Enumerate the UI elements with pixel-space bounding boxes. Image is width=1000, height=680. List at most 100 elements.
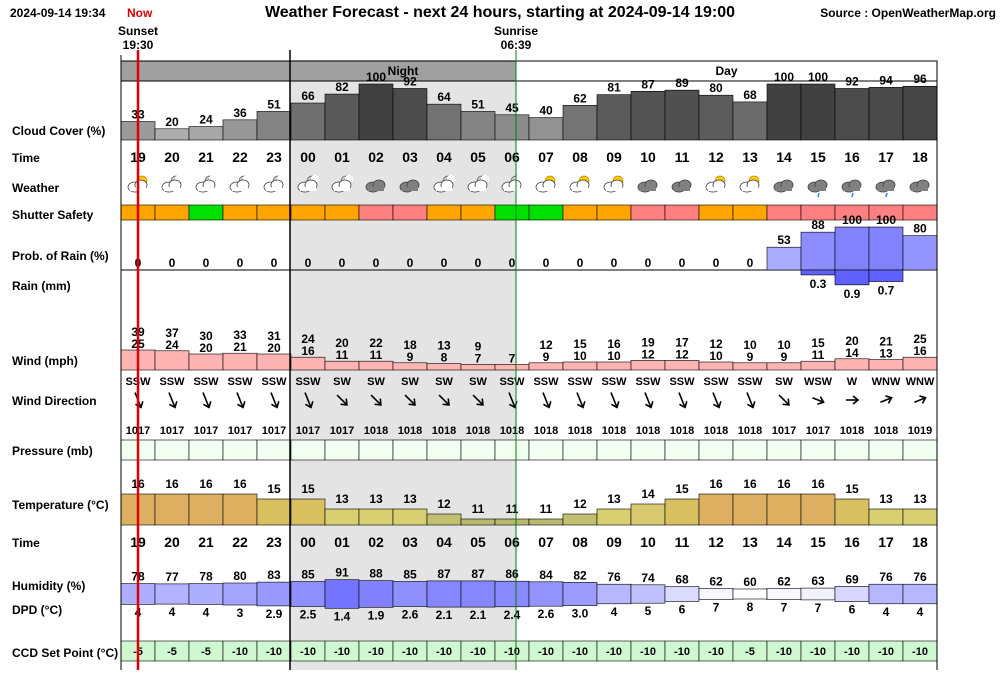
humidity-bar: [154, 583, 190, 605]
dpd-value: 4: [203, 605, 210, 619]
ccd-value: -10: [266, 646, 282, 658]
wind-direction-label: SSW: [193, 376, 219, 388]
dpd-value: 4: [611, 605, 618, 619]
time-label-2: 17: [878, 534, 894, 550]
cloud-value: 87: [641, 77, 655, 91]
wind-arrow-icon: [336, 394, 348, 406]
pressure-value: 1018: [568, 425, 592, 437]
temperature-value: 13: [607, 492, 621, 506]
shutter-cell-red: [766, 204, 802, 221]
time-label: 10: [640, 149, 656, 165]
ccd-value: -10: [606, 646, 622, 658]
wind-bar: [222, 352, 258, 371]
wind-direction-label: SSW: [567, 376, 593, 388]
time-label-2: 18: [912, 534, 928, 550]
humidity-bar: [698, 588, 734, 600]
pressure-cell: [426, 439, 462, 461]
dpd-value: 2.1: [436, 608, 453, 622]
shutter-cell-amber: [698, 204, 734, 221]
pressure-cell: [392, 439, 428, 461]
cloud-bar: [800, 83, 836, 141]
pressure-value: 1018: [534, 425, 558, 437]
dpd-value: 7: [781, 601, 788, 615]
partly-cloudy-moon-icon: [195, 175, 217, 193]
shutter-cell-red: [664, 204, 700, 221]
wind-gust-value: 17: [675, 335, 689, 349]
temperature-bar: [290, 498, 326, 526]
humidity-bar: [494, 580, 530, 608]
pressure-cell: [698, 439, 734, 461]
ccd-value: -10: [232, 646, 248, 658]
humidity-bar: [766, 588, 802, 600]
shutter-cell-amber: [732, 204, 768, 221]
wind-bar: [868, 359, 904, 371]
cloud-bar: [324, 93, 360, 141]
page-title: Weather Forecast - next 24 hours, starti…: [264, 4, 736, 21]
prob-rain-value: 0: [543, 256, 550, 270]
temperature-bar: [494, 518, 530, 526]
wind-gust-value: 22: [369, 336, 383, 350]
time-label-2: 16: [844, 534, 860, 550]
humidity-bar: [732, 588, 768, 600]
wind-speed-value: 16: [301, 344, 315, 358]
prob-rain-bar: [902, 235, 938, 271]
partly-cloudy-moon-icon: [501, 175, 523, 193]
temperature-value: 11: [506, 502, 519, 516]
temperature-value: 12: [437, 497, 451, 511]
wind-speed-value: 9: [747, 350, 754, 364]
row-label-shutter: Shutter Safety: [12, 208, 94, 222]
dpd-value: 5: [645, 604, 652, 618]
humidity-value: 88: [369, 567, 383, 581]
cloud-value: 81: [607, 81, 621, 95]
cloud-bar: [154, 128, 190, 141]
partly-cloudy-moon-icon: [229, 175, 251, 193]
wind-speed-value: 16: [913, 344, 927, 358]
humidity-bar: [902, 583, 938, 605]
prob-rain-value: 0: [475, 256, 482, 270]
pressure-value: 1017: [262, 425, 286, 437]
now-marker-label: Now: [127, 6, 153, 20]
cloud-value: 45: [505, 101, 519, 115]
shutter-cell-amber: [324, 204, 360, 221]
pressure-value: 1018: [364, 425, 388, 437]
cloud-bar: [188, 126, 224, 141]
cloud-bar: [834, 88, 870, 141]
temperature-bar: [460, 518, 496, 526]
wind-bar: [766, 362, 802, 371]
temperature-bar: [426, 513, 462, 526]
wind-direction-label: SW: [401, 376, 419, 388]
humidity-bar: [664, 586, 700, 602]
partly-cloudy-moon-icon: [331, 175, 353, 193]
time-label: 20: [164, 149, 180, 165]
wind-gust-value: 10: [777, 338, 791, 352]
ccd-value: -10: [708, 646, 724, 658]
wind-speed-value: 9: [781, 350, 788, 364]
wind-gust-value: 33: [233, 328, 247, 342]
temperature-value: 16: [165, 477, 179, 491]
ccd-value: -10: [776, 646, 792, 658]
wind-arrow-icon: [542, 392, 552, 409]
pressure-cell: [188, 439, 224, 461]
pressure-value: 1017: [806, 425, 830, 437]
shutter-cell-amber: [222, 204, 258, 221]
time-label: 00: [300, 149, 316, 165]
shutter-cell-red: [358, 204, 394, 221]
row-label-humidity: Humidity (%): [12, 579, 86, 593]
wind-speed-value: 11: [336, 348, 349, 362]
cloud-bar: [528, 117, 564, 141]
humidity-value: 82: [573, 568, 587, 582]
cloud-icon: [637, 179, 658, 193]
wind-bar: [800, 360, 836, 371]
humidity-value: 74: [641, 571, 655, 585]
wind-gust-value: 19: [641, 335, 655, 349]
shutter-cell-amber: [290, 204, 326, 221]
wind-direction-label: SSW: [635, 376, 661, 388]
wind-gust-value: 20: [335, 336, 349, 350]
temperature-value: 15: [845, 482, 859, 496]
wind-direction-label: SSW: [669, 376, 695, 388]
time-label-2: 22: [232, 534, 248, 550]
ccd-value: -10: [878, 646, 894, 658]
time-label: 04: [436, 149, 452, 165]
pressure-value: 1018: [738, 425, 762, 437]
humidity-bar: [834, 585, 870, 602]
